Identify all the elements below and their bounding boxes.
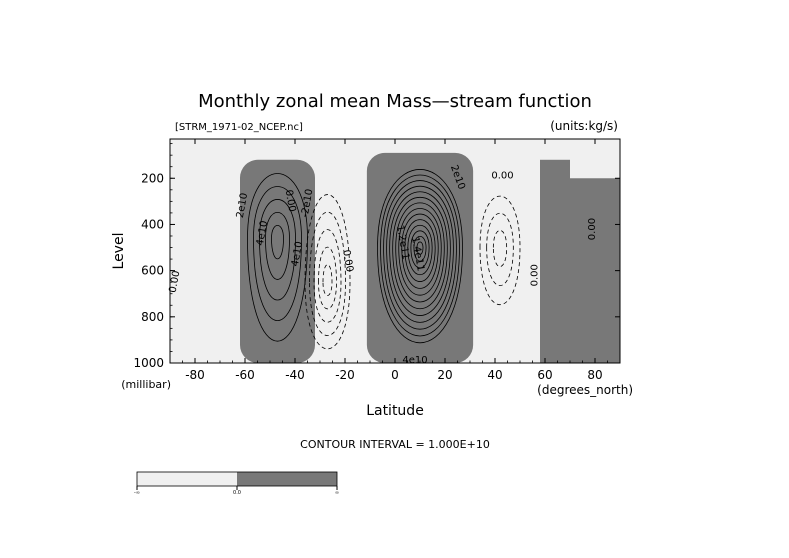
contour-northern-ferrel [486, 213, 514, 287]
contour-label: 0.00 [168, 270, 183, 294]
x-tick-label: 40 [487, 368, 502, 382]
y-tick-label: 400 [141, 217, 164, 231]
positive-region-southern-clockwise [240, 159, 315, 363]
y-tick-label: 800 [141, 310, 164, 324]
contour-southern-clockwise [265, 212, 290, 280]
x-tick-label: 20 [437, 368, 452, 382]
contour-label: 0.00 [491, 170, 513, 181]
x-tick-label: -60 [235, 368, 255, 382]
contour-northern-ferrel [492, 229, 508, 267]
contour-hadley-main [404, 219, 436, 282]
x-tick-label: 80 [587, 368, 602, 382]
contour-southern-ferrel [304, 194, 351, 349]
x-tick-label: 60 [537, 368, 552, 382]
contour-hadley-main [386, 185, 454, 323]
contour-southern-ferrel [313, 229, 342, 323]
colorbar-tick-label: ∞ [335, 490, 339, 496]
contour-label: 2e10 [235, 192, 250, 219]
contour-southern-clockwise [259, 199, 296, 301]
contour-label: -2e10 [300, 188, 316, 218]
contour-hadley-main [401, 213, 439, 289]
y-tick-label: 200 [141, 171, 164, 185]
contour-hadley-main [416, 241, 424, 255]
colorbar: -∞ 0.0 ∞ [134, 471, 339, 496]
contour-label: 0.00 [530, 264, 541, 286]
contour-label: 0.00 [587, 218, 598, 240]
contour-southern-ferrel [322, 264, 333, 296]
axis-ticks: -80 -60 -40 -20 0 20 40 60 80 200 400 600 800 1000 [133, 139, 621, 382]
x-tick-label: -20 [335, 368, 355, 382]
shaded-regions [240, 139, 620, 363]
contour-interval-label: CONTOUR INTERVAL = 1.000E+10 [300, 438, 490, 451]
contour-hadley-main [389, 191, 451, 316]
y-unit-label: (millibar) [121, 378, 171, 391]
x-tick-label: 0 [391, 368, 399, 382]
contour-label: 4e10 [290, 241, 305, 268]
contour-southern-ferrel [318, 247, 337, 310]
y-tick-label: 600 [141, 264, 164, 278]
x-tick-label: -40 [285, 368, 305, 382]
x-tick-label: -80 [185, 368, 205, 382]
file-label: [STRM_1971-02_NCEP.nc] [175, 122, 303, 133]
contour-hadley-main [377, 169, 463, 343]
y-axis-title: Level [111, 233, 127, 270]
negative-region-north-top [570, 139, 620, 179]
contour-hadley-main [407, 224, 433, 276]
contour-southern-clockwise [247, 173, 308, 342]
positive-region-north-polar [540, 159, 620, 363]
x-axis-title: Latitude [366, 403, 424, 419]
contour-hadley-main [392, 196, 448, 309]
contour-hadley-main [413, 235, 427, 262]
colorbar-positive-segment [237, 472, 337, 486]
colorbar-tick-label: -∞ [134, 490, 140, 496]
contour-northern-ferrel [479, 195, 521, 306]
contour-hadley-main [398, 208, 442, 296]
y-tick-label: 1000 [133, 356, 164, 370]
contour-lines [247, 169, 521, 349]
contour-label: 0.00 [283, 189, 298, 213]
colorbar-tick-label: 0.0 [233, 490, 241, 496]
contour-hadley-main [395, 202, 445, 303]
contour-southern-ferrel [309, 211, 346, 336]
contour-label: 4e10 [255, 220, 270, 247]
contour-label: 4e10 [402, 355, 427, 366]
positive-region-hadley-main [366, 152, 474, 363]
chart-title: Monthly zonal mean Mass—stream function [198, 91, 592, 112]
contour-southern-clockwise [271, 224, 284, 260]
contour-label: 0.00 [340, 249, 355, 273]
colorbar-negative-segment [137, 472, 237, 486]
contour-hadley-main [380, 174, 460, 337]
x-unit-label: (degrees_north) [537, 383, 633, 397]
contour-hadley-main [410, 230, 430, 269]
contour-southern-clockwise [253, 186, 302, 321]
units-label: (units:kg/s) [550, 119, 618, 133]
contour-hadley-main [383, 180, 457, 330]
